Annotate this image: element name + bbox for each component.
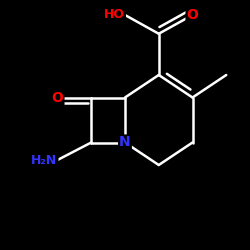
- Text: O: O: [186, 8, 198, 22]
- Text: H₂N: H₂N: [32, 154, 58, 166]
- Text: N: N: [119, 136, 131, 149]
- Text: O: O: [52, 90, 64, 104]
- Text: HO: HO: [104, 8, 125, 22]
